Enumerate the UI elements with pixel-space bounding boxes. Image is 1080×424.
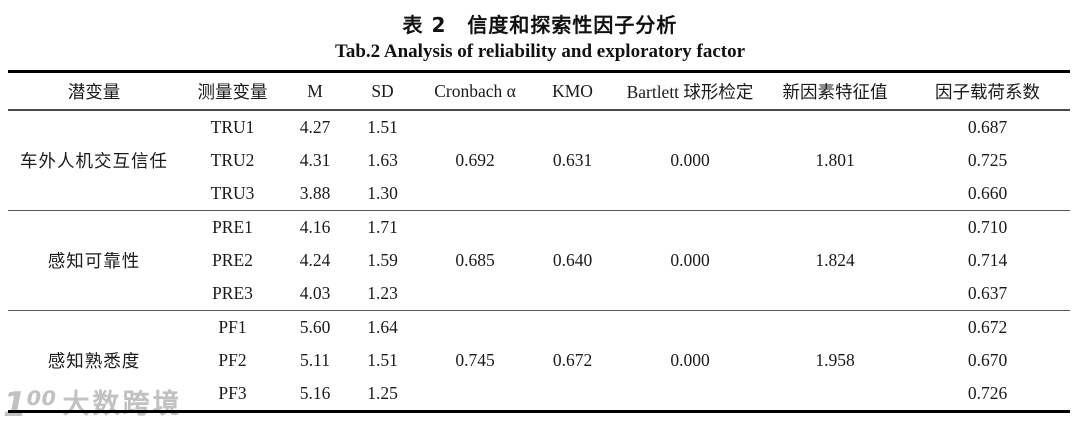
loading-cell: 0.710 bbox=[905, 210, 1070, 244]
kmo-cell: 0.640 bbox=[530, 210, 615, 311]
measure-cell: PF1 bbox=[180, 310, 285, 344]
page: 表 2 信度和探索性因子分析 Tab.2 Analysis of reliabi… bbox=[0, 9, 1080, 424]
col-header-cronbach: Cronbach α bbox=[420, 71, 530, 111]
measure-cell: PRE3 bbox=[212, 283, 253, 303]
latent-cell: 感知熟悉度 bbox=[8, 310, 180, 412]
measure-cell: TRU3 bbox=[210, 183, 255, 203]
table-row: PF2 5.11 1.51 0.670 bbox=[8, 344, 1070, 377]
col-header-kmo: KMO bbox=[530, 71, 615, 111]
sd-cell: 1.63 bbox=[367, 150, 398, 170]
sd-cell: 1.30 bbox=[367, 183, 398, 203]
col-header-bartlett: Bartlett 球形检定 bbox=[615, 71, 765, 111]
col-header-latent: 潜变量 bbox=[8, 71, 180, 111]
m-cell: 5.60 bbox=[285, 310, 345, 344]
loading-cell: 0.637 bbox=[967, 283, 1008, 303]
sd-cell: 1.71 bbox=[345, 210, 420, 244]
reliability-table: 潜变量 测量变量 M SD Cronbach α KMO Bartlett 球形… bbox=[8, 70, 1070, 413]
bartlett-cell: 0.000 bbox=[615, 210, 765, 311]
measure-cell: PRE2 bbox=[212, 250, 253, 270]
loading-cell: 0.672 bbox=[905, 310, 1070, 344]
m-cell: 4.27 bbox=[299, 117, 331, 137]
measure-cell: PF2 bbox=[218, 350, 247, 370]
sd-cell: 1.25 bbox=[367, 383, 398, 403]
measure-cell: TRU1 bbox=[210, 117, 255, 137]
header-row: 潜变量 测量变量 M SD Cronbach α KMO Bartlett 球形… bbox=[8, 71, 1070, 111]
kmo-cell: 0.631 bbox=[552, 150, 593, 170]
table-row: 感知可靠性 PRE1 4.16 1.71 0.685 0.640 0.000 1… bbox=[8, 210, 1070, 311]
eigenvalue-cell: 1.801 bbox=[815, 150, 855, 170]
col-header-loading: 因子载荷系数 bbox=[905, 71, 1070, 111]
cronbach-cell: 0.692 bbox=[455, 150, 495, 170]
table-title-en: Tab.2 Analysis of reliability and explor… bbox=[334, 41, 746, 62]
m-cell: 5.16 bbox=[299, 383, 331, 403]
bartlett-cell: 0.000 bbox=[615, 310, 765, 412]
eigenvalue-cell: 1.958 bbox=[765, 310, 905, 412]
m-cell: 4.16 bbox=[285, 210, 345, 244]
col-header-measure: 测量变量 bbox=[180, 71, 285, 111]
measure-cell: TRU2 bbox=[210, 150, 255, 170]
m-cell: 5.11 bbox=[300, 350, 330, 370]
sd-cell: 1.51 bbox=[367, 350, 398, 370]
loading-cell: 0.687 bbox=[967, 117, 1008, 137]
col-header-eigenvalue: 新因素特征值 bbox=[765, 71, 905, 111]
eigenvalue-cell: 1.824 bbox=[765, 210, 905, 311]
table-row: 感知熟悉度 PF1 5.60 1.64 0.745 0.672 0.000 1.… bbox=[8, 310, 1070, 412]
bartlett-cell: 0.000 bbox=[670, 150, 710, 170]
loading-cell: 0.670 bbox=[967, 350, 1008, 370]
sd-cell: 1.59 bbox=[367, 250, 398, 270]
loading-cell: 0.725 bbox=[967, 150, 1008, 170]
measure-cell: PRE1 bbox=[180, 210, 285, 244]
col-header-sd: SD bbox=[345, 71, 420, 111]
m-cell: 4.24 bbox=[299, 250, 331, 270]
sd-cell: 1.64 bbox=[345, 310, 420, 344]
m-cell: 3.88 bbox=[299, 183, 331, 203]
sd-cell: 1.51 bbox=[367, 117, 398, 137]
latent-cell: 车外人机交互信任 bbox=[20, 151, 168, 171]
table-row: PF3 5.16 1.25 0.726 bbox=[8, 377, 1070, 412]
sd-cell: 1.23 bbox=[367, 283, 398, 303]
m-cell: 4.31 bbox=[299, 150, 331, 170]
col-header-m: M bbox=[285, 71, 345, 111]
loading-cell: 0.726 bbox=[967, 383, 1008, 403]
kmo-cell: 0.672 bbox=[530, 310, 615, 412]
loading-cell: 0.714 bbox=[967, 250, 1008, 270]
m-cell: 4.03 bbox=[299, 283, 331, 303]
cronbach-cell: 0.685 bbox=[420, 210, 530, 311]
table-row: 车外人机交互信任 TRU1 4.27 1.51 0.692 0.631 0.00… bbox=[8, 110, 1070, 171]
measure-cell: PF3 bbox=[218, 383, 247, 403]
table-row: PRE3 4.03 1.23 0.637 bbox=[8, 277, 1070, 311]
table-title-zh: 表 2 信度和探索性因子分析 bbox=[402, 13, 678, 37]
table-row: TRU3 3.88 1.30 0.660 bbox=[8, 177, 1070, 211]
latent-cell: 感知可靠性 bbox=[8, 210, 180, 311]
table-row: TRU2 4.31 1.63 0.725 bbox=[8, 144, 1070, 177]
cronbach-cell: 0.745 bbox=[420, 310, 530, 412]
loading-cell: 0.660 bbox=[967, 183, 1008, 203]
table-row: PRE2 4.24 1.59 0.714 bbox=[8, 244, 1070, 277]
